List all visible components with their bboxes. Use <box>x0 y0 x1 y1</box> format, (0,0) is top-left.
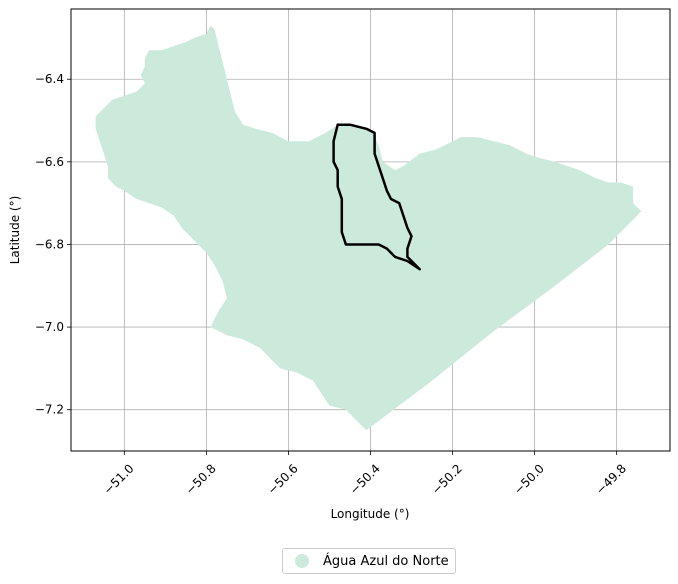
y-tick-label: −6.4 <box>35 72 64 86</box>
y-tick-label: −7.0 <box>35 320 64 334</box>
legend-marker-circle-icon <box>295 554 309 568</box>
y-tick-label: −6.8 <box>35 237 64 251</box>
legend-label: Água Azul do Norte <box>323 553 449 569</box>
x-axis-title: Longitude (°) <box>331 507 410 521</box>
municipality-polygon <box>95 25 642 431</box>
y-axis-title: Latitude (°) <box>8 196 22 265</box>
legend: Água Azul do Norte <box>282 548 456 574</box>
y-axis-ticks: −6.4 −6.6 −6.8 −7.0 −7.2 <box>35 72 71 417</box>
plot-area <box>70 8 671 452</box>
boundary-outline <box>332 123 421 271</box>
y-tick-label: −6.6 <box>35 155 64 169</box>
y-tick-label: −7.2 <box>35 403 64 417</box>
polygon-layer <box>95 25 642 431</box>
line-layer <box>332 123 421 271</box>
